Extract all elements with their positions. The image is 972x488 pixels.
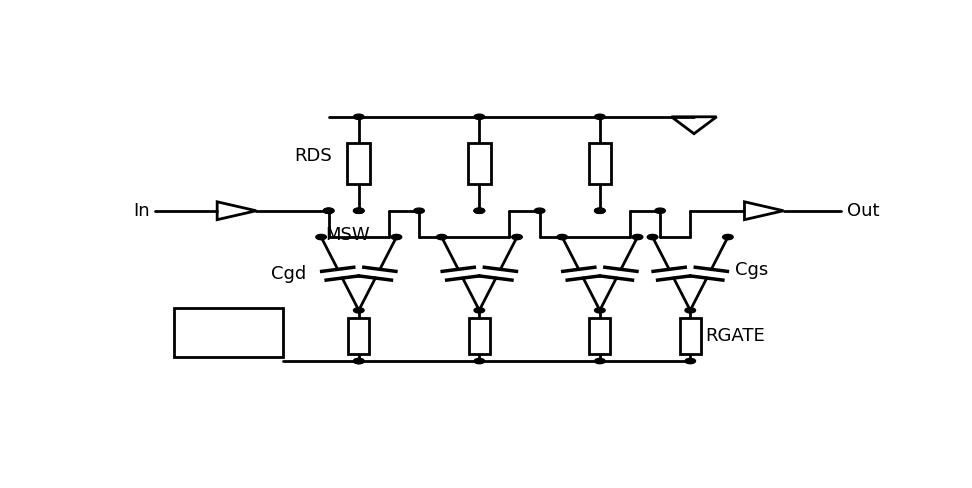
Circle shape <box>595 208 606 213</box>
Circle shape <box>595 208 606 213</box>
Circle shape <box>354 114 364 120</box>
Bar <box>174 308 284 357</box>
Circle shape <box>474 114 485 120</box>
Circle shape <box>354 358 364 364</box>
Circle shape <box>595 308 606 313</box>
Text: Out: Out <box>847 202 880 220</box>
Bar <box>348 318 369 353</box>
Circle shape <box>685 358 696 364</box>
Text: RDS: RDS <box>295 147 332 165</box>
Bar <box>348 143 370 184</box>
Circle shape <box>324 208 334 213</box>
Circle shape <box>474 358 485 364</box>
Circle shape <box>557 234 568 240</box>
Circle shape <box>354 308 364 313</box>
Circle shape <box>685 308 696 313</box>
Text: Cgs: Cgs <box>736 261 769 279</box>
Text: +/-: +/- <box>215 314 243 332</box>
Text: Cgd: Cgd <box>271 264 306 283</box>
Circle shape <box>354 358 364 364</box>
Text: MSW: MSW <box>325 226 369 244</box>
Circle shape <box>511 234 522 240</box>
Circle shape <box>474 208 485 213</box>
Bar <box>588 143 611 184</box>
Circle shape <box>436 234 447 240</box>
Circle shape <box>354 208 364 213</box>
Circle shape <box>414 208 425 213</box>
Text: RGATE: RGATE <box>706 326 765 345</box>
Circle shape <box>316 234 327 240</box>
Circle shape <box>474 208 485 213</box>
Bar <box>589 318 610 353</box>
Circle shape <box>535 208 545 213</box>
Circle shape <box>354 208 364 213</box>
Circle shape <box>595 358 606 364</box>
Text: In: In <box>133 202 150 220</box>
Circle shape <box>324 208 334 213</box>
Circle shape <box>722 234 733 240</box>
Bar <box>469 143 491 184</box>
Circle shape <box>474 308 485 313</box>
Circle shape <box>632 234 642 240</box>
Circle shape <box>391 234 401 240</box>
Bar <box>679 318 701 353</box>
Circle shape <box>647 234 658 240</box>
Text: VGATE: VGATE <box>199 331 259 349</box>
Bar <box>469 318 490 353</box>
Circle shape <box>655 208 666 213</box>
Circle shape <box>595 114 606 120</box>
